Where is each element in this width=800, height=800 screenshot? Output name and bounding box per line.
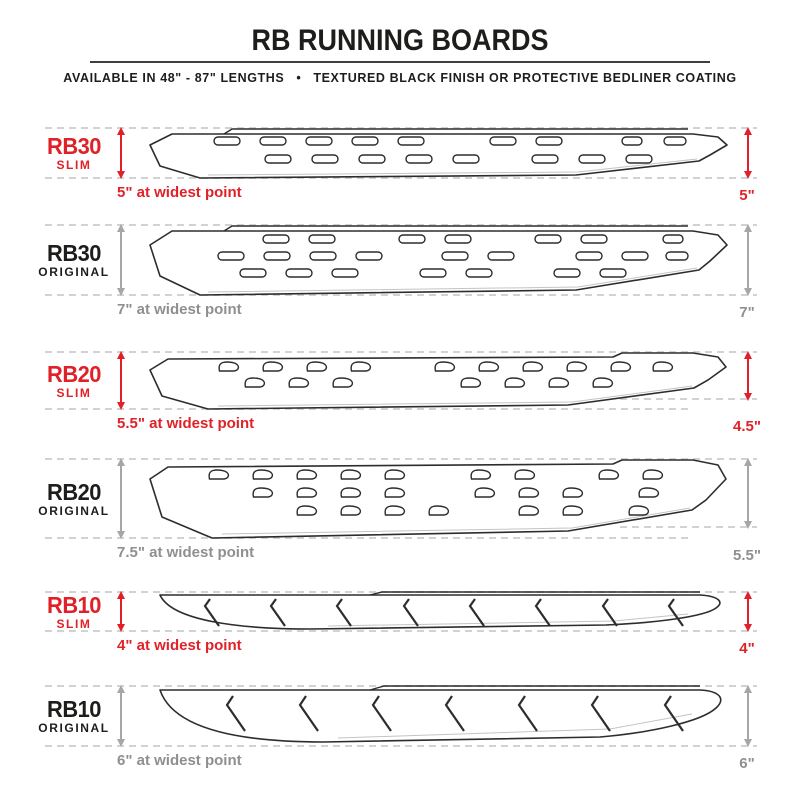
top-extent-dashed-line xyxy=(45,127,757,129)
bottom-extent-dashed-line xyxy=(45,537,690,539)
variant-name: SLIM xyxy=(56,616,92,631)
left-height-measure-arrow xyxy=(116,127,125,179)
board-label: RB30 SLIM xyxy=(28,134,120,172)
oval-slots xyxy=(217,234,689,278)
slash-tread-marks xyxy=(203,598,684,627)
model-name: RB20 xyxy=(47,478,101,505)
left-height-measure-arrow xyxy=(116,591,125,632)
bottom-extent-dashed-line xyxy=(45,630,757,632)
right-height-measure-arrow xyxy=(743,591,752,632)
rb20-slim-section: RB20 SLIM 5.5" at widest point 4.5" xyxy=(0,351,800,435)
slash-tread-marks xyxy=(225,695,684,732)
height-value: 5" xyxy=(739,187,755,204)
variant-name: SLIM xyxy=(56,158,92,173)
title-underline xyxy=(90,61,710,63)
right-step-dashed-line xyxy=(620,526,757,528)
right-height-measure-arrow xyxy=(743,685,752,747)
top-extent-dashed-line xyxy=(45,351,757,353)
model-name: RB10 xyxy=(47,591,101,618)
model-name: RB30 xyxy=(47,133,101,160)
bottom-extent-dashed-line xyxy=(45,294,757,296)
left-height-measure-arrow xyxy=(116,458,125,539)
right-height-measure-arrow xyxy=(743,458,752,529)
subtitle: AVAILABLE IN 48" - 87" LENGTHS • TEXTURED … xyxy=(0,71,800,85)
widest-point-caption: 5.5" at widest point xyxy=(117,415,255,432)
right-height-measure-arrow xyxy=(743,224,752,296)
bottom-extent-dashed-line xyxy=(45,745,757,747)
variant-name: SLIM xyxy=(56,385,92,400)
board-label: RB20 SLIM xyxy=(28,360,120,400)
top-extent-dashed-line xyxy=(45,458,757,460)
rb10-original-board-drawing xyxy=(159,685,722,743)
height-value: 7" xyxy=(739,304,755,321)
subtitle-finish: TEXTURED BLACK FINISH OR PROTECTIVE BEDL… xyxy=(313,71,737,85)
rb30-slim-board-drawing xyxy=(149,128,728,179)
board-label: RB10 ORIGINAL xyxy=(28,697,120,735)
widest-point-caption: 7.5" at widest point xyxy=(117,544,255,561)
rb30-slim-section: RB30 SLIM 5" at widest point 5" xyxy=(0,127,800,204)
left-height-measure-arrow xyxy=(116,685,125,747)
height-value: 6" xyxy=(739,755,755,772)
widest-point-caption: 5" at widest point xyxy=(117,184,242,201)
height-value: 4" xyxy=(739,640,755,657)
rb30-original-board-drawing xyxy=(149,225,728,296)
board-label: RB10 SLIM xyxy=(28,591,120,631)
board-label: RB30 ORIGINAL xyxy=(28,241,120,279)
bottom-extent-dashed-line xyxy=(45,177,757,179)
widest-point-caption: 4" at widest point xyxy=(117,637,242,654)
right-height-measure-arrow xyxy=(743,351,752,401)
bottom-extent-dashed-line xyxy=(45,408,690,410)
widest-point-caption: 6" at widest point xyxy=(117,752,242,769)
model-name: RB30 xyxy=(47,240,101,267)
left-height-measure-arrow xyxy=(116,351,125,410)
variant-name: ORIGINAL xyxy=(38,503,110,518)
height-value: 4.5" xyxy=(733,418,761,435)
right-step-dashed-line xyxy=(620,398,757,400)
subtitle-lengths: AVAILABLE IN 48" - 87" LENGTHS xyxy=(63,71,285,85)
rb10-slim-section: RB10 SLIM 4" at widest point 4" xyxy=(0,591,800,657)
height-value: 5.5" xyxy=(733,547,761,564)
oval-slots xyxy=(213,136,687,164)
widest-point-caption: 7" at widest point xyxy=(117,301,242,318)
variant-name: ORIGINAL xyxy=(38,721,110,736)
rb20-original-section: RB20 ORIGINAL 7.5" at widest point 5.5" xyxy=(0,458,800,564)
variant-name: ORIGINAL xyxy=(38,265,110,280)
left-height-measure-arrow xyxy=(116,224,125,296)
right-height-measure-arrow xyxy=(743,127,752,179)
rb20-original-board-drawing xyxy=(149,459,727,539)
page-title: RB RUNNING BOARDS xyxy=(251,24,549,57)
model-name: RB20 xyxy=(47,360,101,387)
rb30-original-section: RB30 ORIGINAL 7" at widest point 7" xyxy=(0,224,800,321)
rb20-slim-board-drawing xyxy=(149,352,727,410)
model-name: RB10 xyxy=(47,696,101,723)
rb10-slim-board-drawing xyxy=(159,591,721,630)
rb10-original-section: RB10 ORIGINAL 6" at widest point 6" xyxy=(0,685,800,772)
subtitle-bullet: • xyxy=(296,71,302,85)
top-extent-dashed-line xyxy=(45,224,757,226)
board-label: RB20 ORIGINAL xyxy=(28,478,120,518)
